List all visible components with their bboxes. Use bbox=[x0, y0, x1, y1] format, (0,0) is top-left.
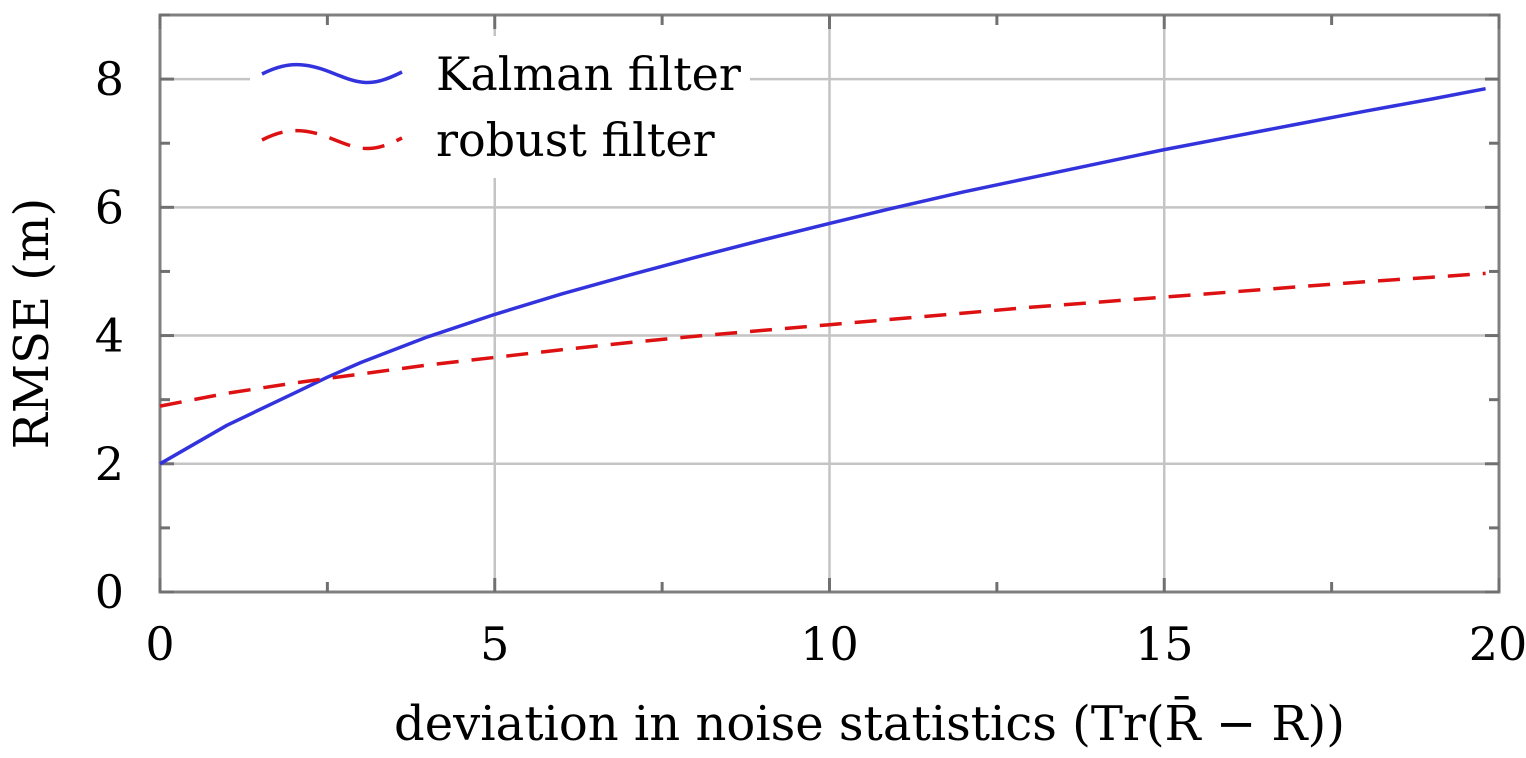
tick-labels: 0 5 10 15 20 0 2 4 6 8 bbox=[95, 52, 1526, 671]
series-lines bbox=[159, 86, 1486, 466]
legend: Kalman filter robust filter bbox=[250, 36, 750, 178]
series-line-0 bbox=[159, 86, 1486, 466]
y-tick-label: 4 bbox=[95, 309, 124, 363]
x-tick-label: 5 bbox=[480, 617, 509, 671]
tick-marks bbox=[158, 13, 1501, 594]
y-axis-label: RMSE (m) bbox=[4, 198, 60, 449]
x-axis-label: deviation in noise statistics (Tr(R̄ − R… bbox=[394, 694, 1345, 752]
legend-label-1: robust filter bbox=[436, 113, 715, 167]
legend-label-0: Kalman filter bbox=[436, 47, 741, 101]
x-tick-label: 0 bbox=[145, 617, 174, 671]
x-tick-label: 20 bbox=[1469, 617, 1526, 671]
y-tick-label: 0 bbox=[95, 565, 124, 619]
series-line-1 bbox=[159, 271, 1486, 408]
y-tick-label: 8 bbox=[95, 52, 124, 106]
x-tick-label: 15 bbox=[1135, 617, 1194, 671]
legend-swatch-0 bbox=[261, 62, 403, 85]
y-tick-label: 6 bbox=[95, 180, 124, 234]
y-tick-label: 2 bbox=[95, 437, 124, 491]
x-tick-label: 10 bbox=[800, 617, 859, 671]
legend-background bbox=[250, 36, 750, 178]
legend-swatch-1 bbox=[261, 128, 403, 151]
